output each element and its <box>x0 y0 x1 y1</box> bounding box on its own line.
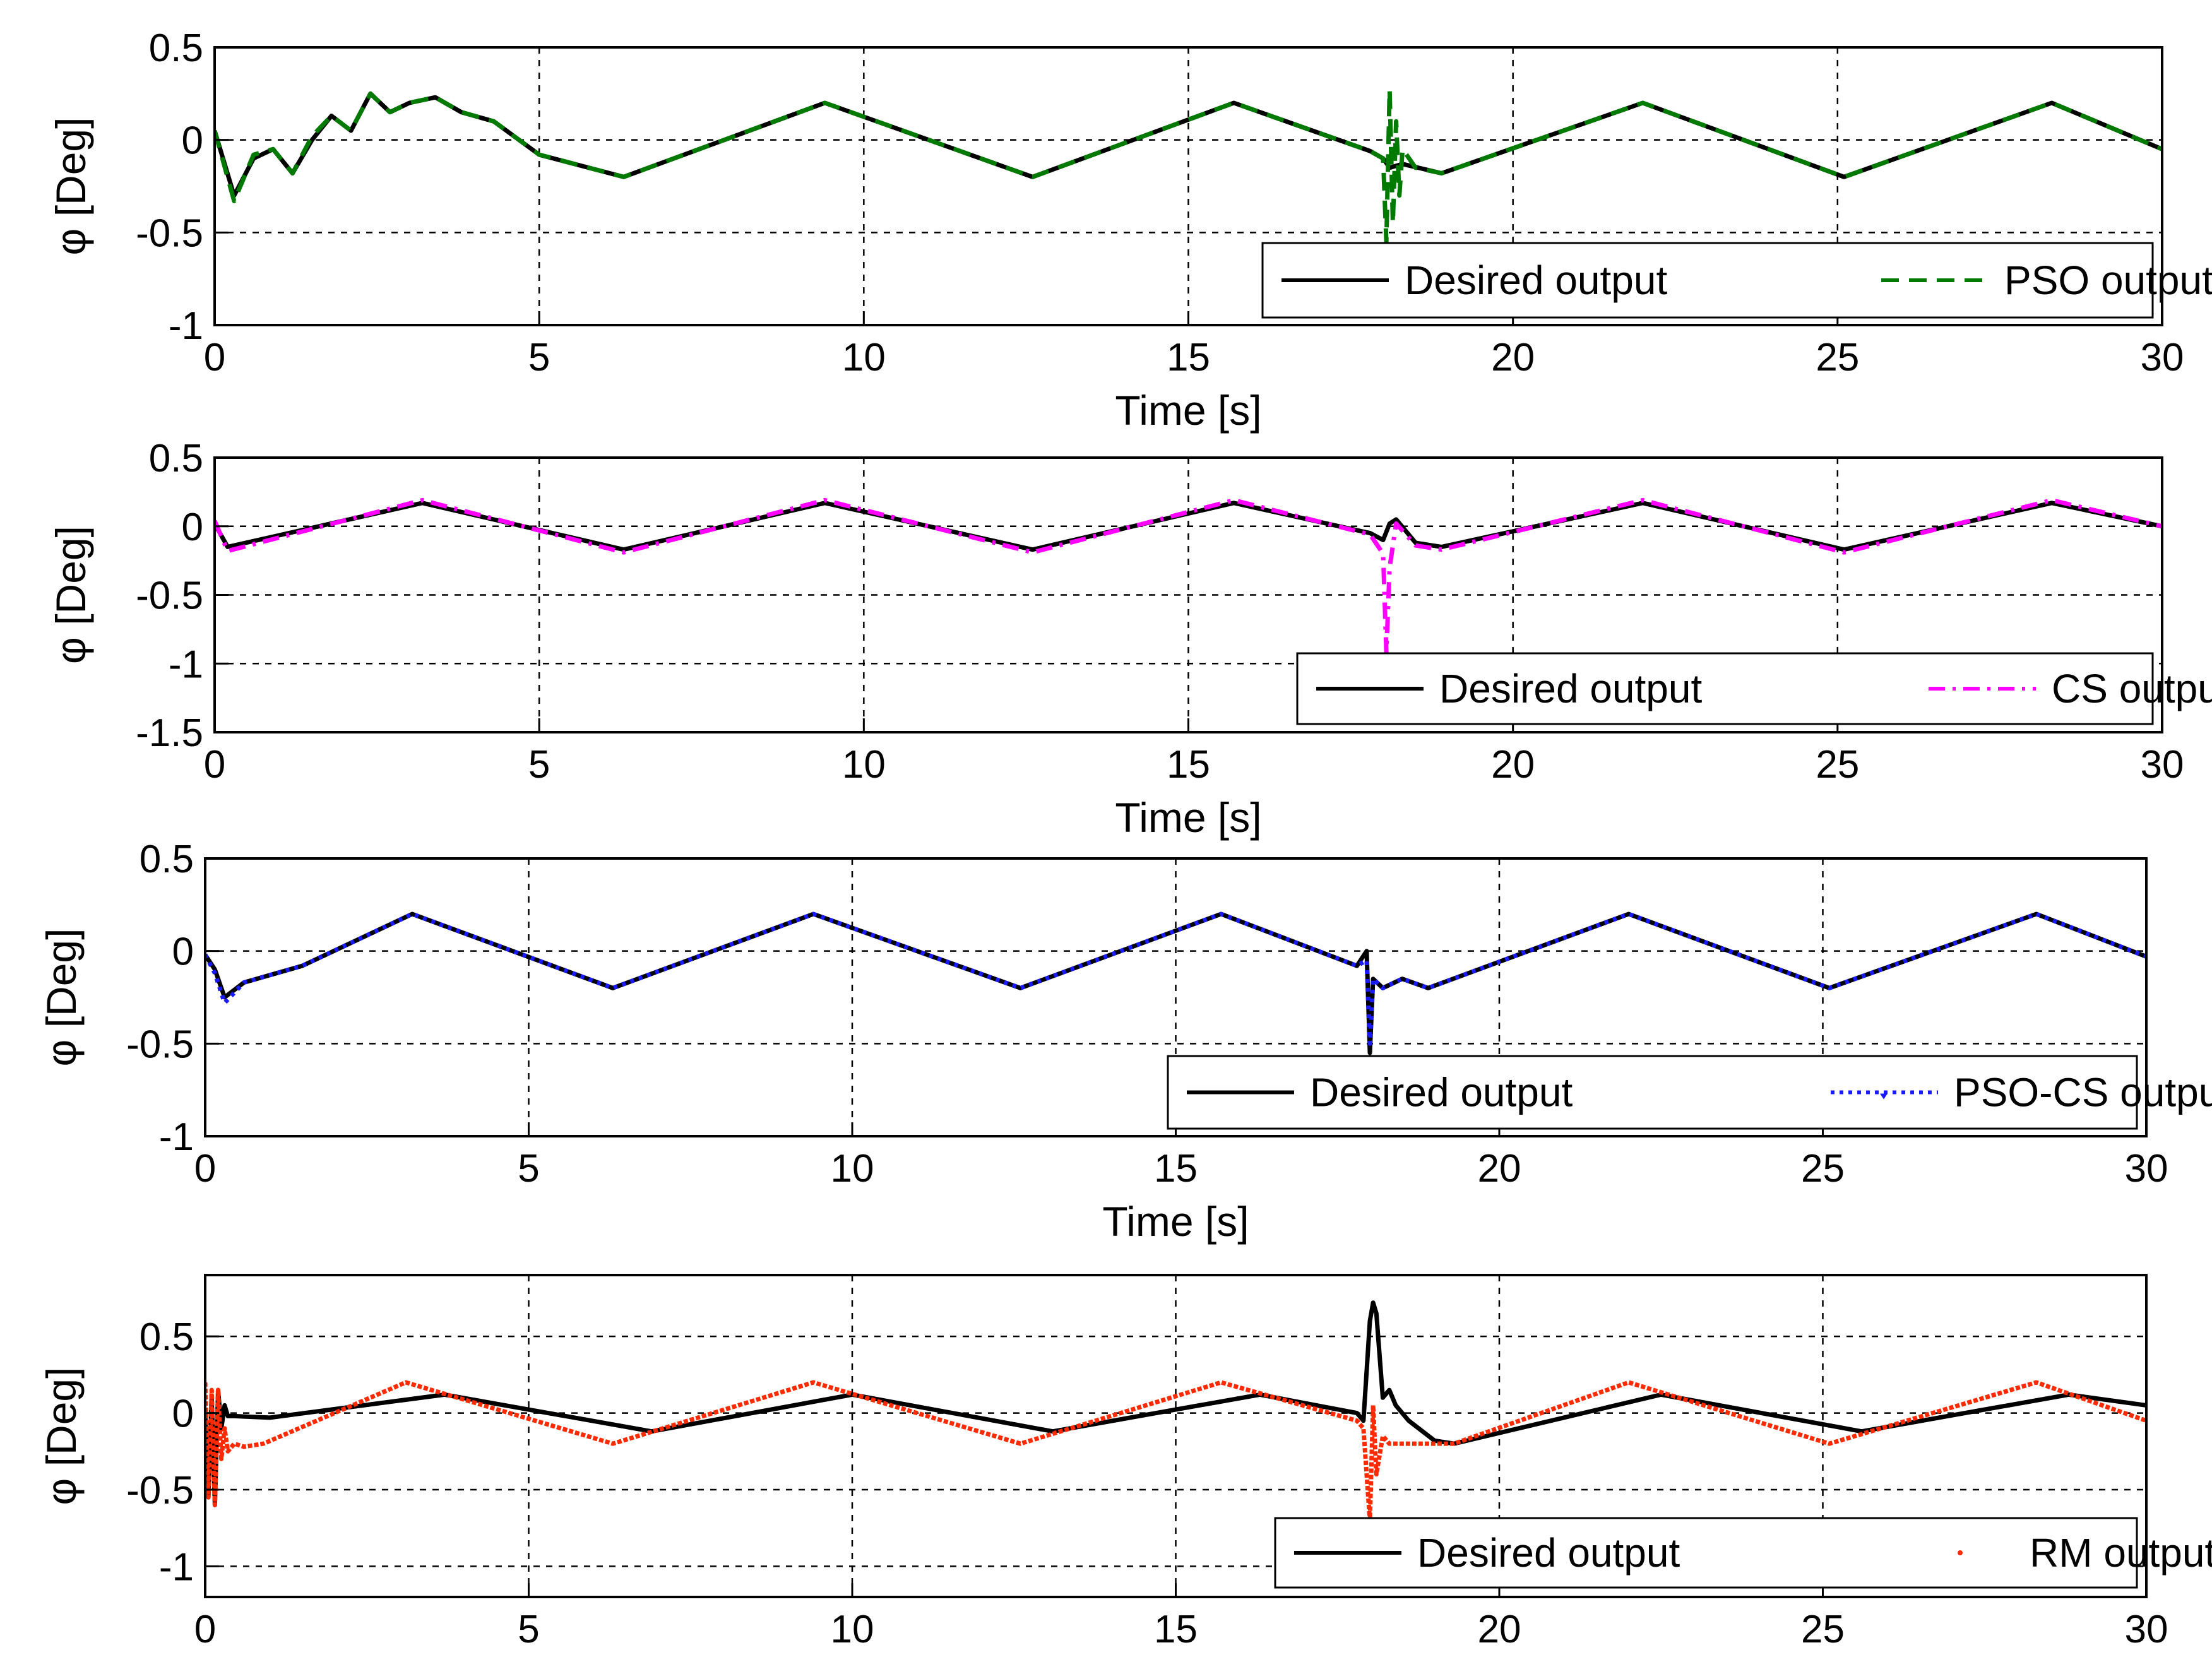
legend: Desired output PSO output <box>1261 242 2212 319</box>
legend: Desired output PSO-CS output <box>1167 1055 2212 1130</box>
x-tick-label: 15 <box>1167 336 1210 379</box>
x-tick-label: 20 <box>1491 743 1535 787</box>
x-axis-title: Time [s] <box>1115 794 1261 841</box>
panel-3: 0 5 10 15 20 25 30 -1 -0.5 0 0.5 φ [Deg] Time [s] Des… <box>38 838 2212 1245</box>
series-line-rm-output <box>205 1380 2146 1523</box>
y-axis-title: φ [Deg] <box>47 117 94 256</box>
panel-2: 0 5 10 15 20 25 30 -1.5 -1 -0.5 0 0.5 φ [Deg] Time [s… <box>47 437 2212 841</box>
x-tick-label: 10 <box>831 1147 874 1190</box>
x-tick-label: 10 <box>842 743 886 787</box>
y-tick-label: -0.5 <box>126 1469 194 1512</box>
y-tick-label: 0 <box>172 1392 194 1436</box>
x-tick-label: 30 <box>2141 743 2184 787</box>
y-tick-label: -0.5 <box>126 1023 194 1066</box>
series-line-pso-output <box>215 88 2162 244</box>
x-tick-label: 20 <box>1478 1147 1521 1190</box>
legend-box <box>1261 242 2154 319</box>
legend-label: RM output <box>2030 1530 2212 1576</box>
x-tick-label: 20 <box>1478 1608 1521 1651</box>
series-line-cs-output <box>215 497 2162 655</box>
x-axis-title: Time [s] <box>1102 1198 1249 1245</box>
legend-label: Desired output <box>1417 1530 1680 1576</box>
series-line-pso-cs-output <box>205 911 2146 1046</box>
y-tick-label: -1.5 <box>136 711 203 755</box>
legend: Desired output CS output <box>1296 652 2212 725</box>
legend: Desired output RM output <box>1274 1517 2212 1589</box>
x-tick-label: 30 <box>2125 1608 2168 1651</box>
legend-box <box>1167 1055 2138 1130</box>
y-tick-label: -0.5 <box>136 574 203 618</box>
x-tick-label: 0 <box>204 743 225 787</box>
y-tick-label: 0 <box>182 506 203 549</box>
x-tick-label: 0 <box>204 336 225 379</box>
y-tick-label: -1 <box>159 1545 194 1589</box>
y-axis-title: φ [Deg] <box>38 929 85 1067</box>
x-tick-label: 5 <box>518 1608 539 1651</box>
legend-label: Desired output <box>1310 1070 1573 1115</box>
x-tick-label: 25 <box>1816 336 1859 379</box>
x-tick-label: 0 <box>194 1147 216 1190</box>
y-tick-label: 0.5 <box>140 1315 194 1359</box>
legend-marker <box>1958 1550 1963 1555</box>
y-tick-label: 0.5 <box>149 437 203 480</box>
y-tick-label: 0.5 <box>149 27 203 70</box>
legend-label: PSO-CS output <box>1954 1070 2212 1115</box>
x-tick-label: 30 <box>2125 1147 2168 1190</box>
x-tick-label: 0 <box>194 1608 216 1651</box>
x-tick-label: 5 <box>518 1147 539 1190</box>
y-axis-title: φ [Deg] <box>47 526 94 664</box>
x-tick-label: 15 <box>1167 743 1210 787</box>
legend-label: Desired output <box>1439 666 1702 711</box>
x-axis-title: Time [s] <box>1115 387 1261 434</box>
x-tick-label: 5 <box>528 743 550 787</box>
y-axis-title: φ [Deg] <box>38 1367 85 1505</box>
x-tick-label: 25 <box>1816 743 1859 787</box>
x-tick-label: 25 <box>1801 1147 1845 1190</box>
panel-4: 0 5 10 15 20 25 30 -1 -0.5 0 0.5 φ [Deg] Desired out… <box>38 1274 2212 1651</box>
legend-label: Desired output <box>1405 258 1667 303</box>
legend-label: CS output <box>2052 666 2212 711</box>
y-tick-label: -1 <box>159 1115 194 1159</box>
series-line-desired-output <box>205 1300 2146 1507</box>
series-line-desired-output <box>215 91 2162 198</box>
y-tick-label: 0 <box>182 119 203 163</box>
panel-1: 0 5 10 15 20 25 30 -1 -0.5 0 0.5 φ [Deg] Time [s] Des… <box>47 27 2212 434</box>
x-tick-label: 10 <box>842 336 886 379</box>
x-tick-label: 25 <box>1801 1608 1845 1651</box>
y-tick-label: -1 <box>169 643 203 686</box>
y-tick-label: -1 <box>169 304 203 348</box>
x-tick-label: 15 <box>1154 1147 1198 1190</box>
x-tick-label: 30 <box>2141 336 2184 379</box>
x-tick-label: 5 <box>528 336 550 379</box>
y-tick-label: 0 <box>172 930 194 974</box>
x-tick-label: 20 <box>1491 336 1535 379</box>
legend-label: PSO output <box>2004 258 2212 303</box>
x-tick-label: 15 <box>1154 1608 1198 1651</box>
legend-marker <box>1880 1093 1888 1100</box>
y-tick-label: 0.5 <box>140 838 194 881</box>
y-tick-label: -0.5 <box>136 211 203 255</box>
legend-box <box>1274 1517 2138 1589</box>
x-tick-label: 10 <box>831 1608 874 1651</box>
